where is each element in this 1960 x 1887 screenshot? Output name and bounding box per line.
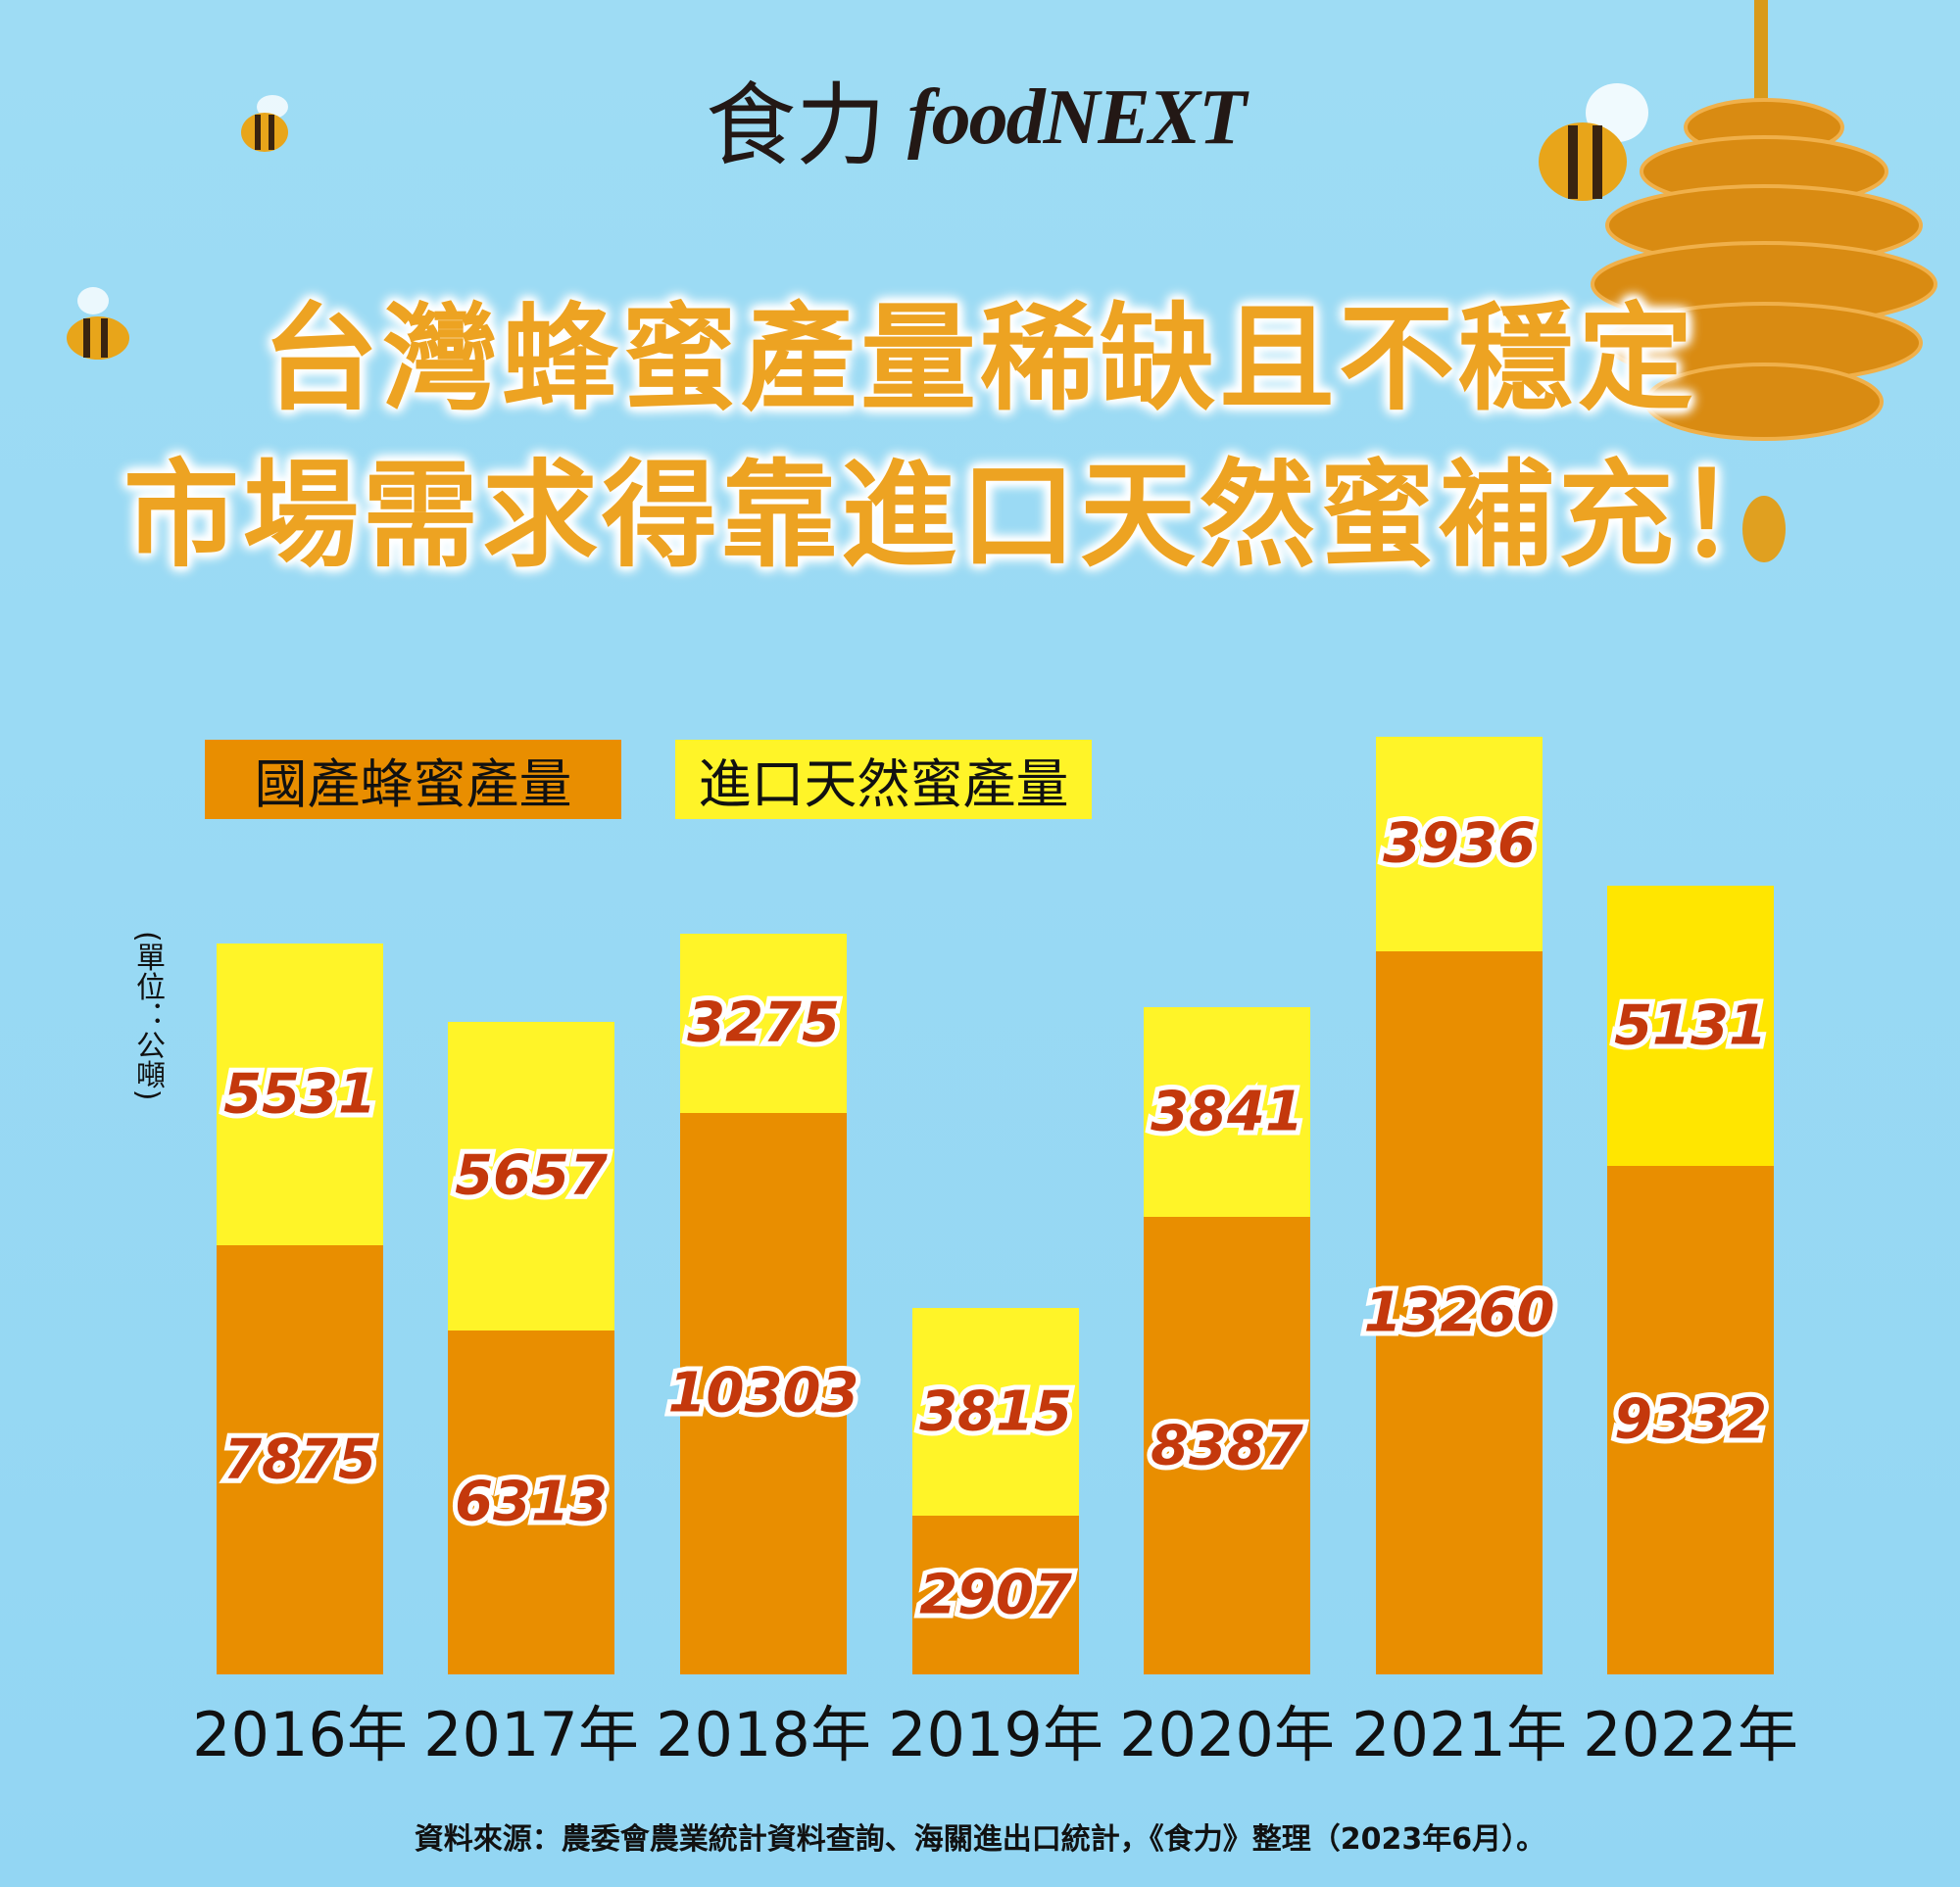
bar-domestic-3 bbox=[912, 1516, 1079, 1674]
bee-icon bbox=[67, 287, 129, 360]
bar-domestic-0 bbox=[217, 1244, 383, 1674]
x-tick-label: 2018年 bbox=[656, 1699, 871, 1770]
bar-domestic-6 bbox=[1607, 1165, 1774, 1674]
x-tick-label: 2019年 bbox=[888, 1699, 1103, 1770]
value-label-domestic: 10303 bbox=[663, 1357, 864, 1430]
value-label-imported: 5131 bbox=[1609, 989, 1772, 1062]
bar-imported-4 bbox=[1144, 1007, 1310, 1218]
x-tick-label: 2022年 bbox=[1583, 1699, 1798, 1770]
value-label-imported: 5531 bbox=[219, 1057, 381, 1131]
value-label-domestic: 13260 bbox=[1359, 1276, 1560, 1349]
legend-imported: 進口天然蜜產量 bbox=[675, 740, 1092, 819]
bar-imported-1 bbox=[448, 1021, 614, 1331]
bar-imported-2 bbox=[680, 934, 847, 1113]
value-label-domestic: 7875 bbox=[219, 1423, 381, 1496]
bar-imported-6 bbox=[1607, 885, 1774, 1166]
legend-domestic: 國產蜂蜜產量 bbox=[205, 740, 621, 819]
value-label-imported: 3815 bbox=[914, 1376, 1077, 1449]
value-label-domestic: 8387 bbox=[1146, 1409, 1308, 1482]
bar-domestic-5 bbox=[1376, 950, 1543, 1674]
source-footnote: 資料來源：農委會農業統計資料查詢、海關進出口統計，《食力》整理（2023年6月）… bbox=[414, 1822, 1546, 1857]
foodnext-logo: 食力 foodNEXT bbox=[706, 59, 1247, 178]
title-line-2: 市場需求得靠進口天然蜜補充！ bbox=[122, 448, 1797, 583]
unit-label: (單位：公噸) bbox=[130, 931, 165, 1101]
value-label-domestic: 9332 bbox=[1609, 1383, 1772, 1457]
value-label-imported: 3841 bbox=[1146, 1076, 1308, 1149]
value-label-imported: 3275 bbox=[682, 987, 845, 1060]
title-line-1: 台灣蜂蜜產量稀缺且不穩定 bbox=[262, 291, 1697, 426]
value-label-imported: 3936 bbox=[1378, 807, 1541, 881]
logo-chinese: 食力 bbox=[706, 73, 887, 178]
logo-english: foodNEXT bbox=[907, 73, 1247, 161]
value-label-imported: 5657 bbox=[450, 1139, 612, 1213]
bar-domestic-1 bbox=[448, 1330, 614, 1674]
x-tick-label: 2017年 bbox=[423, 1699, 639, 1770]
bar-imported-0 bbox=[217, 943, 383, 1245]
value-label-domestic: 2907 bbox=[914, 1559, 1077, 1632]
bar-imported-5 bbox=[1376, 736, 1543, 951]
value-label-domestic: 6313 bbox=[450, 1466, 612, 1539]
x-tick-label: 2016年 bbox=[192, 1699, 408, 1770]
bee-icon bbox=[1539, 83, 1648, 201]
bar-domestic-2 bbox=[680, 1112, 847, 1674]
x-tick-label: 2021年 bbox=[1351, 1699, 1567, 1770]
bar-imported-3 bbox=[912, 1307, 1079, 1517]
honey-pot-illustration bbox=[1591, 0, 1937, 562]
bee-icon bbox=[241, 95, 288, 152]
x-tick-label: 2020年 bbox=[1119, 1699, 1335, 1770]
bar-domestic-4 bbox=[1144, 1217, 1310, 1674]
